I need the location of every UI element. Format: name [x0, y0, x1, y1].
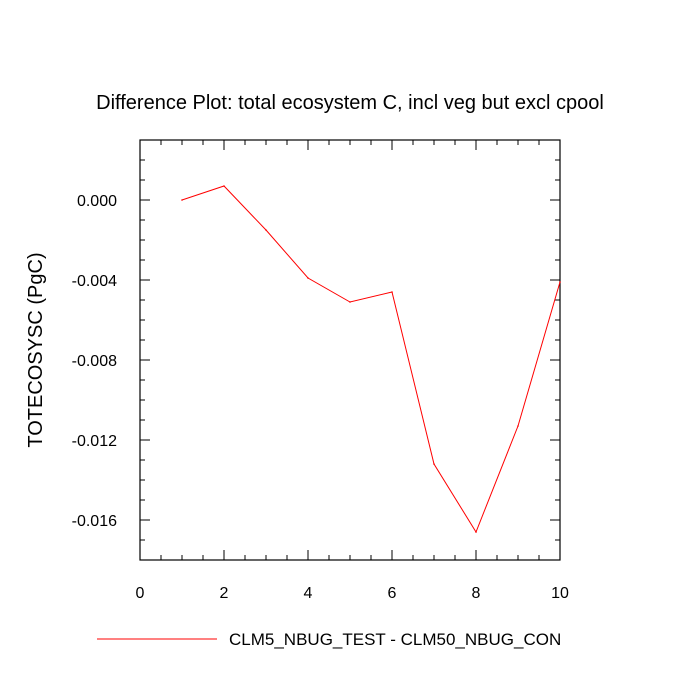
x-tick-label: 10: [551, 585, 569, 602]
minor-ticks: [140, 139, 560, 561]
data-point: [265, 229, 267, 231]
x-tick-label: 0: [136, 585, 145, 602]
series-layer: [181, 185, 561, 534]
data-point: [391, 291, 393, 293]
y-axis-label: TOTECOSYSC (PgC): [25, 252, 47, 447]
data-point: [559, 281, 561, 283]
y-tick-label: -0.016: [72, 513, 117, 530]
x-axis: 0 2 4 6 8 10: [136, 140, 569, 602]
data-point: [475, 531, 477, 533]
x-tick-label: 6: [388, 585, 397, 602]
y-tick-label: -0.004: [72, 273, 117, 290]
chart-title: Difference Plot: total ecosystem C, incl…: [96, 92, 604, 114]
series-line: [181, 185, 561, 534]
x-tick-label: 8: [472, 585, 481, 602]
data-point: [349, 301, 351, 303]
legend-label: CLM5_NBUG_TEST - CLM50_NBUG_CON: [229, 630, 561, 649]
y-tick-label: -0.012: [72, 433, 117, 450]
data-point: [181, 199, 183, 201]
y-tick-label: 0.000: [77, 193, 117, 210]
data-point: [223, 185, 225, 187]
y-tick-label: -0.008: [72, 353, 117, 370]
x-tick-label: 2: [220, 585, 229, 602]
x-tick-label: 4: [304, 585, 313, 602]
legend: CLM5_NBUG_TEST - CLM50_NBUG_CON: [97, 630, 561, 649]
data-point: [517, 425, 519, 427]
y-axis: 0.000 -0.004 -0.008 -0.012 -0.016: [72, 193, 560, 530]
data-point: [433, 463, 435, 465]
plot-frame: [139, 139, 561, 561]
data-point: [307, 277, 309, 279]
